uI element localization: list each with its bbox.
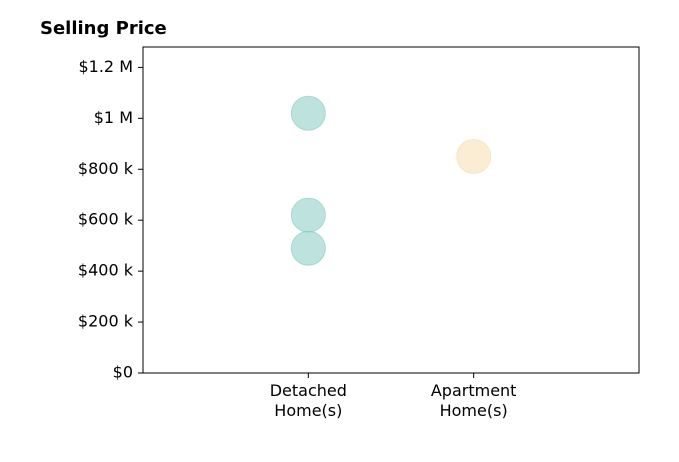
plot-frame — [142, 46, 640, 374]
point — [290, 230, 326, 266]
x-tick-label: Apartment Home(s) — [430, 381, 517, 420]
y-tick-label: $800 k — [78, 159, 134, 178]
x-tick-label: Detached Home(s) — [269, 381, 347, 420]
y-tick-label: $0 — [113, 363, 133, 382]
point — [290, 95, 326, 131]
point — [290, 197, 326, 233]
y-tick-label: $1 M — [94, 108, 133, 127]
y-tick-label: $200 k — [78, 312, 134, 331]
chart-title: Selling Price — [40, 18, 167, 39]
point — [456, 139, 492, 175]
y-tick-label: $600 k — [78, 210, 134, 229]
y-tick-label: $1.2 M — [78, 57, 133, 76]
y-tick-label: $400 k — [78, 261, 134, 280]
